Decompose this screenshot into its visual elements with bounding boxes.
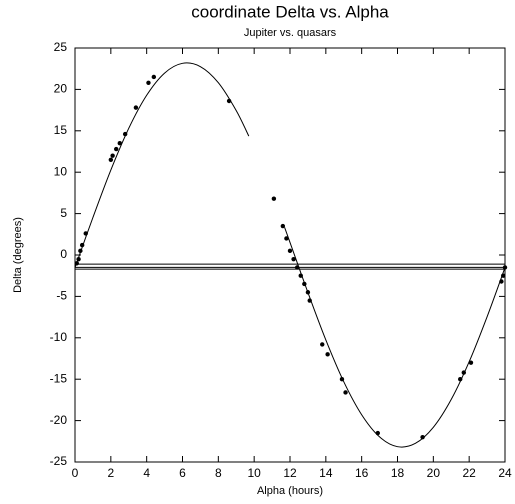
point <box>420 434 425 440</box>
point <box>458 377 463 382</box>
point <box>146 80 151 85</box>
y-tick-label: -25 <box>50 454 68 468</box>
point <box>461 370 466 375</box>
point <box>375 430 380 436</box>
point <box>307 298 312 303</box>
x-tick-label: 0 <box>72 466 79 480</box>
y-tick-label: -20 <box>50 413 68 427</box>
point <box>83 231 88 236</box>
x-tick-label: 4 <box>143 466 150 480</box>
point <box>499 279 504 284</box>
y-tick-label: -15 <box>50 371 68 385</box>
point <box>305 290 311 295</box>
chart-subtitle: Jupiter vs. quasars <box>244 27 337 39</box>
point <box>291 256 296 262</box>
point <box>280 223 286 229</box>
y-tick-label: -10 <box>50 330 68 344</box>
point <box>117 141 122 146</box>
point <box>151 74 157 80</box>
x-tick-label: 24 <box>498 466 512 480</box>
x-tick-label: 6 <box>179 466 186 480</box>
point <box>501 273 506 278</box>
point <box>343 390 348 395</box>
x-tick-label: 16 <box>355 466 369 480</box>
line-series <box>74 62 506 448</box>
x-tick-label: 8 <box>215 466 222 480</box>
point <box>294 265 300 270</box>
x-tick-label: 22 <box>462 466 476 480</box>
point <box>325 352 330 357</box>
point <box>502 265 508 270</box>
y-tick-label: 0 <box>60 247 67 261</box>
y-tick-label: 5 <box>60 206 67 220</box>
point <box>271 196 277 201</box>
x-tick-label: 12 <box>283 466 297 480</box>
point <box>79 242 85 248</box>
point <box>122 131 128 137</box>
point <box>284 236 289 241</box>
point <box>302 281 307 287</box>
y-tick-label: 10 <box>54 164 68 178</box>
point <box>78 248 83 254</box>
plot-frame <box>74 47 506 463</box>
x-tick-label: 14 <box>319 466 333 480</box>
point <box>114 146 119 152</box>
point <box>468 360 474 365</box>
y-tick-label: 15 <box>54 123 68 137</box>
x-axis-label: Alpha (hours) <box>257 485 323 497</box>
chart-title: coordinate Delta vs. Alpha <box>191 2 389 21</box>
y-tick-label: 25 <box>54 40 68 54</box>
point <box>287 248 293 254</box>
x-tick-label: 10 <box>247 466 261 480</box>
y-axis-label: Delta (degrees) <box>12 217 24 293</box>
point <box>108 157 114 162</box>
point <box>110 153 115 158</box>
point <box>76 256 81 262</box>
point <box>74 261 79 266</box>
point <box>339 377 345 382</box>
y-tick-label: 20 <box>54 82 68 96</box>
point <box>298 273 303 278</box>
point <box>320 342 325 347</box>
point <box>226 98 232 104</box>
x-tick-label: 20 <box>427 466 441 480</box>
point <box>133 105 139 110</box>
x-tick-label: 2 <box>107 466 114 480</box>
y-tick-label: -5 <box>56 289 67 303</box>
x-tick-label: 18 <box>391 466 405 480</box>
